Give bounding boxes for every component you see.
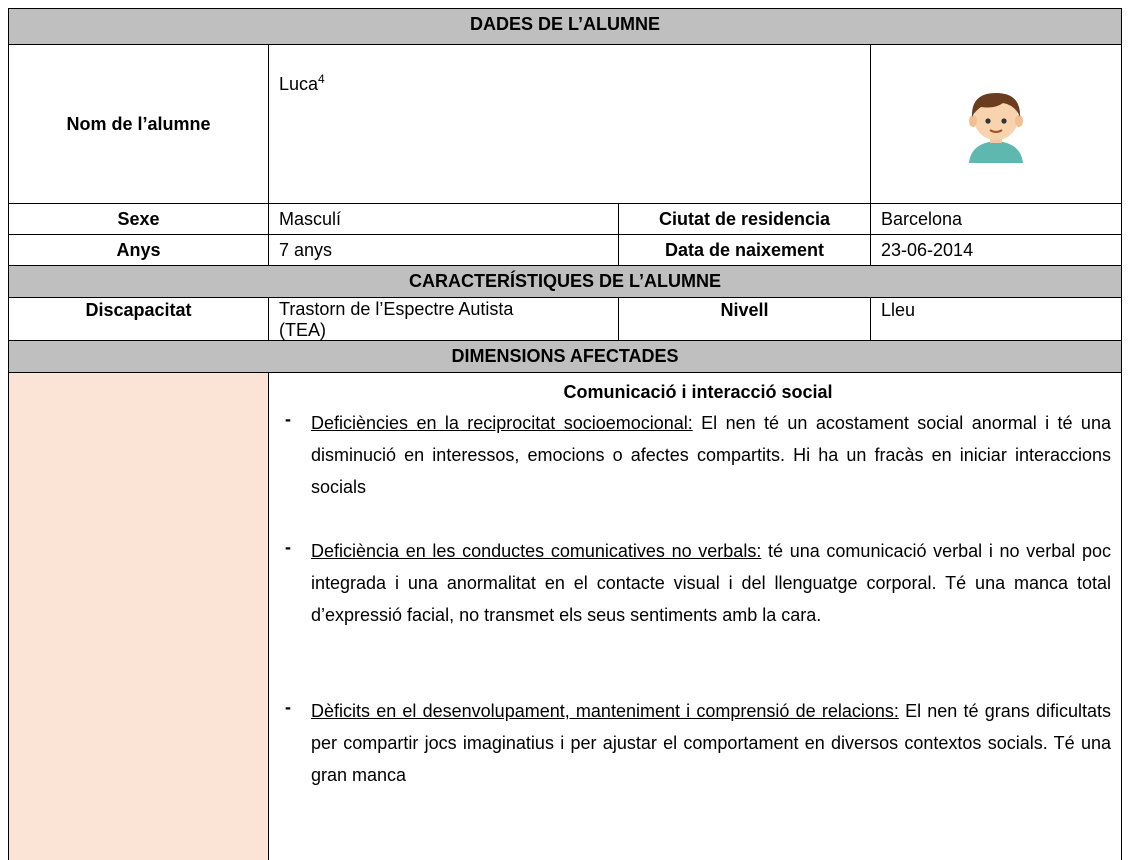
label-cell: Sexe bbox=[8, 203, 269, 235]
avatar bbox=[969, 93, 1023, 163]
label-cell: Nivell bbox=[618, 297, 871, 341]
label: Discapacitat bbox=[85, 300, 192, 320]
description: El nen té un acostament social anormal i… bbox=[311, 413, 1111, 497]
title: DADES DE L’ALUMNE bbox=[469, 14, 660, 34]
content-cell: Comunicació i interacció social - Defici… bbox=[268, 372, 1122, 860]
label-cell: Discapacitat bbox=[8, 297, 269, 341]
term: Deficiència en les conductes comunicativ… bbox=[311, 541, 762, 561]
label: Data de naixement bbox=[664, 240, 825, 260]
side-cell bbox=[8, 372, 269, 860]
value-cell: Luca4 bbox=[268, 44, 871, 204]
bullet: - bbox=[285, 697, 291, 717]
label: Nivell bbox=[720, 300, 769, 320]
value: Barcelona bbox=[881, 209, 963, 229]
value: 7 anys bbox=[279, 240, 333, 260]
value: Lleu bbox=[881, 300, 916, 320]
label-cell: Nom de l’alumne bbox=[8, 44, 269, 204]
bullet: - bbox=[285, 409, 291, 429]
title: CARACTERÍSTIQUES DE L’ALUMNE bbox=[408, 271, 721, 291]
title: DIMENSIONS AFECTADES bbox=[451, 346, 679, 366]
value-cell: 23-06-2014 bbox=[870, 234, 1122, 266]
value-cell: Lleu bbox=[870, 297, 1122, 341]
section-header: DIMENSIONS AFECTADES bbox=[8, 340, 1122, 373]
value: Masculí bbox=[279, 209, 342, 229]
value: 23-06-2014 bbox=[881, 240, 974, 260]
item-text: Deficiència en les conductes comunicativ… bbox=[311, 535, 1111, 631]
value: Luca bbox=[279, 74, 319, 94]
value-cell: 7 anys bbox=[268, 234, 619, 266]
list-item: - Dèficits en el desenvolupament, manten… bbox=[285, 695, 1111, 791]
value-cell: Masculí bbox=[268, 203, 619, 235]
item-text: Deficiències en la reciprocitat socioemo… bbox=[311, 407, 1111, 503]
list-item: - Deficiència en les conductes comunicat… bbox=[285, 535, 1111, 631]
item-text: Dèficits en el desenvolupament, mantenim… bbox=[311, 695, 1111, 791]
list-item: - Deficiències en la reciprocitat socioe… bbox=[285, 407, 1111, 503]
label: Nom de l’alumne bbox=[66, 114, 211, 134]
value: Trastorn de l’Espectre Autista (TEA) bbox=[279, 299, 514, 340]
label: Anys bbox=[116, 240, 161, 260]
value-cell: Barcelona bbox=[870, 203, 1122, 235]
label-cell: Ciutat de residencia bbox=[618, 203, 871, 235]
term: Dèficits en el desenvolupament, mantenim… bbox=[311, 701, 899, 721]
description: té una comunicació verbal i no verbal po… bbox=[311, 541, 1111, 625]
section-header: CARACTERÍSTIQUES DE L’ALUMNE bbox=[8, 265, 1122, 298]
photo-cell bbox=[870, 44, 1122, 204]
section-header: DADES DE L’ALUMNE bbox=[8, 8, 1122, 45]
bullet: - bbox=[285, 537, 291, 557]
value-cell: Trastorn de l’Espectre Autista (TEA) bbox=[268, 297, 619, 341]
footnote-mark: 4 bbox=[318, 72, 325, 86]
label: Sexe bbox=[117, 209, 160, 229]
label: Ciutat de residencia bbox=[658, 209, 831, 229]
label-cell: Anys bbox=[8, 234, 269, 266]
description: El nen té grans dificultats per comparti… bbox=[311, 701, 1111, 785]
term: Deficiències en la reciprocitat socioemo… bbox=[311, 413, 693, 433]
label-cell: Data de naixement bbox=[618, 234, 871, 266]
section-heading: Comunicació i interacció social bbox=[563, 382, 833, 402]
